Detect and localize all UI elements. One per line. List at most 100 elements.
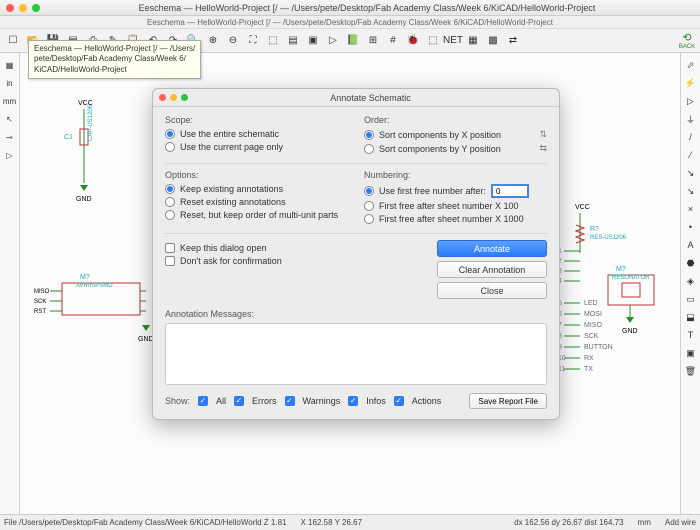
svg-text:SCK: SCK	[34, 299, 46, 305]
dont-ask-check[interactable]	[165, 256, 175, 266]
status-xy: X 162.58 Y 26.67	[300, 518, 362, 527]
close-window-icon[interactable]	[6, 4, 14, 12]
footprint-icon[interactable]: ⊞	[364, 32, 382, 50]
new-icon[interactable]: ☐	[4, 32, 22, 50]
zoom-sel-icon[interactable]: ⬚	[264, 32, 282, 50]
hidden-pins-icon[interactable]: ⊸	[2, 129, 18, 145]
show-actions-check[interactable]	[394, 396, 404, 406]
bom-icon[interactable]: ▦	[464, 32, 482, 50]
wire-entry-icon[interactable]: ↘	[683, 165, 699, 181]
num-firstfree-input[interactable]	[491, 184, 529, 198]
dont-ask-text: Don't ask for confirmation	[180, 256, 282, 266]
opt-keep-radio[interactable]	[165, 184, 175, 194]
highlight-icon[interactable]: ⚡	[683, 75, 699, 91]
svg-text:AVR/ISPSMD: AVR/ISPSMD	[76, 283, 113, 289]
keep-open-check[interactable]	[165, 243, 175, 253]
order-x-icon: ⇅	[539, 129, 547, 140]
place-power-icon[interactable]: ⏚	[683, 111, 699, 127]
show-actions-text: Actions	[412, 396, 442, 406]
zoom-fit-icon[interactable]: ⛶	[244, 32, 262, 50]
opt-reset-radio[interactable]	[165, 197, 175, 207]
place-bus-icon[interactable]: ⁄	[683, 147, 699, 163]
show-warnings-check[interactable]	[285, 396, 295, 406]
svg-text:C1: C1	[64, 134, 73, 141]
place-component-icon[interactable]: ▷	[683, 93, 699, 109]
net-label-icon[interactable]: A	[683, 237, 699, 253]
status-mode: Add wire	[665, 518, 696, 527]
svg-text:LED: LED	[584, 300, 598, 307]
opt-reset-keep-radio[interactable]	[165, 210, 175, 220]
svg-text:RESONATOR: RESONATOR	[612, 275, 650, 281]
opt-reset-keep-text: Reset, but keep order of multi-unit part…	[180, 210, 338, 220]
cursor-icon[interactable]: ↖	[2, 111, 18, 127]
opt-reset-text: Reset existing annotations	[180, 197, 286, 207]
num-x100-radio[interactable]	[364, 201, 374, 211]
inches-icon[interactable]: in	[2, 75, 18, 91]
noconnect-icon[interactable]: ×	[683, 201, 699, 217]
order-x-radio[interactable]	[364, 130, 374, 140]
dialog-titlebar[interactable]: Annotate Schematic	[153, 89, 559, 107]
show-infos-check[interactable]	[348, 396, 358, 406]
svg-text:R?: R?	[590, 226, 599, 233]
text-icon[interactable]: T	[683, 327, 699, 343]
cvpcb-icon[interactable]: ⬚	[424, 32, 442, 50]
order-label: Order:	[364, 115, 547, 125]
scope-label: Scope:	[165, 115, 348, 125]
messages-textarea[interactable]	[165, 323, 547, 385]
delete-icon[interactable]: 🗑	[683, 363, 699, 379]
leave-sheet-icon[interactable]: ▣	[304, 32, 322, 50]
backanno-icon[interactable]: ⇄	[504, 32, 522, 50]
import-pin-icon[interactable]: ⬓	[683, 309, 699, 325]
window-subtitle: Eeschema — HelloWorld-Project [/ — /User…	[0, 16, 700, 29]
svg-text:GND: GND	[76, 196, 92, 203]
netlist-icon[interactable]: NET	[444, 32, 462, 50]
annotate-button[interactable]: Annotate	[437, 240, 547, 257]
traffic-lights[interactable]	[6, 4, 40, 12]
scope-entire-text: Use the entire schematic	[180, 129, 279, 139]
dialog-close-icon[interactable]	[159, 94, 166, 101]
pcbnew-icon[interactable]: ▩	[484, 32, 502, 50]
save-report-button[interactable]: Save Report File	[469, 393, 547, 409]
num-x1000-radio[interactable]	[364, 214, 374, 224]
annotate-icon[interactable]: #	[384, 32, 402, 50]
library-browser-icon[interactable]: 📗	[344, 32, 362, 50]
clear-annotation-button[interactable]: Clear Annotation	[437, 261, 547, 278]
select-icon[interactable]: ⬀	[683, 57, 699, 73]
place-wire-icon[interactable]: /	[683, 129, 699, 145]
back-button[interactable]: ⟲BACK	[678, 32, 696, 50]
zoom-in-icon[interactable]: ⊕	[204, 32, 222, 50]
window-titlebar: Eeschema — HelloWorld-Project [/ — /User…	[0, 0, 700, 16]
buffer-icon[interactable]: ▷	[2, 147, 18, 163]
options-label: Options:	[165, 170, 348, 180]
zoom-out-icon[interactable]: ⊖	[224, 32, 242, 50]
num-firstfree-radio[interactable]	[364, 186, 374, 196]
scope-current-text: Use the current page only	[180, 142, 283, 152]
show-all-check[interactable]	[198, 396, 208, 406]
scope-current-radio[interactable]	[165, 142, 175, 152]
bus-entry-icon[interactable]: ↘	[683, 183, 699, 199]
annotate-dialog: Annotate Schematic Scope: Use the entire…	[152, 88, 560, 420]
image-icon[interactable]: ▣	[683, 345, 699, 361]
show-warnings-text: Warnings	[303, 396, 341, 406]
grid-icon[interactable]: ▦	[2, 57, 18, 73]
close-button[interactable]: Close	[437, 282, 547, 299]
show-errors-check[interactable]	[234, 396, 244, 406]
hierarchy-icon[interactable]: ▤	[284, 32, 302, 50]
dialog-minimize-icon[interactable]	[170, 94, 177, 101]
zoom-window-icon[interactable]	[32, 4, 40, 12]
symbol-editor-icon[interactable]: ▷	[324, 32, 342, 50]
global-label-icon[interactable]: ⬣	[683, 255, 699, 271]
minimize-window-icon[interactable]	[19, 4, 27, 12]
svg-text:M?: M?	[616, 266, 626, 273]
svg-text:RST: RST	[34, 309, 46, 315]
mm-icon[interactable]: mm	[2, 93, 18, 109]
order-y-radio[interactable]	[364, 144, 374, 154]
scope-entire-radio[interactable]	[165, 129, 175, 139]
svg-text:MISO: MISO	[34, 289, 50, 295]
dialog-zoom-icon[interactable]	[181, 94, 188, 101]
svg-text:MISO: MISO	[584, 322, 602, 329]
erc-icon[interactable]: 🐞	[404, 32, 422, 50]
hier-label-icon[interactable]: ◈	[683, 273, 699, 289]
junction-icon[interactable]: •	[683, 219, 699, 235]
sheet-icon[interactable]: ▭	[683, 291, 699, 307]
